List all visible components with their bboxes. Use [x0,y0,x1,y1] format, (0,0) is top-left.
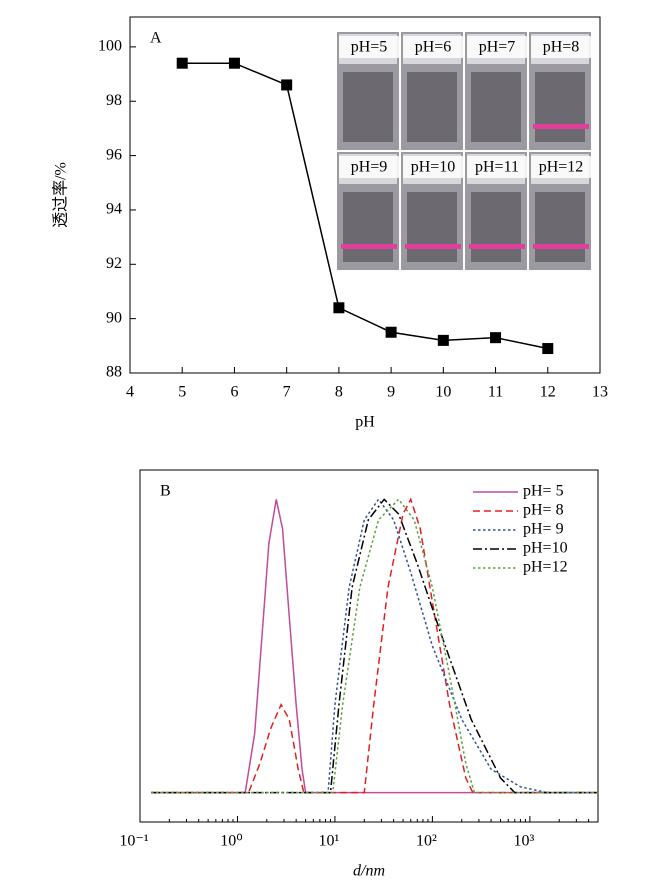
annotation: pH=6 [415,39,452,56]
annotation-bg [467,156,527,178]
pink-band [533,244,589,249]
plot-frame [139,469,599,823]
data-point [385,326,397,338]
pink-band [341,244,397,249]
data-point [490,332,502,344]
legend-label: pH= 9 [523,521,564,538]
annotation-bg [339,36,399,58]
y-tick-label: 88 [106,364,122,381]
vial-body [535,72,585,142]
pink-band [533,124,589,129]
annotation: pH=5 [351,39,388,56]
panel-label: A [150,30,162,47]
vial-body [471,192,521,262]
x-tick-label: 10⁰ [220,833,242,850]
plot-frame [129,16,601,374]
annotation: pH=8 [543,39,580,56]
y-tick-label: 94 [106,201,122,218]
x-tick-label: 10² [416,833,437,850]
data-line [151,498,598,794]
annotation: pH=7 [479,39,516,56]
x-tick-label: 10⁻¹ [119,833,148,850]
annotation-bg [467,36,527,58]
pink-band [405,244,461,249]
data-point [333,302,345,314]
panel-label: B [160,483,171,500]
x-axis-label: pH [355,414,375,431]
vial-body [343,192,393,262]
data-point [542,343,554,355]
vial-body [343,72,393,142]
annotation-bg [531,36,591,58]
vial-body [471,72,521,142]
y-tick-label: 98 [106,92,122,109]
x-axis-label: d/nm [353,863,385,880]
x-tick-label: 8 [335,384,343,401]
annotation: pH=12 [539,159,584,176]
legend-label: pH=10 [523,540,568,557]
x-tick-label: 6 [230,384,238,401]
legend-label: pH= 8 [523,502,564,519]
x-tick-label: 10³ [513,833,534,850]
x-tick-label: 4 [126,384,134,401]
y-axis-label: 透过率/% [52,162,70,228]
y-tick-label: 92 [106,255,122,272]
data-line [151,497,598,794]
vial-body [407,192,457,262]
data-point [228,57,240,69]
annotation: pH=10 [411,159,456,176]
x-tick-label: 13 [592,384,608,401]
x-tick-label: 11 [488,384,503,401]
data-line [151,498,598,794]
annotation: pH=11 [475,159,519,176]
vial-body [535,192,585,262]
y-tick-label: 96 [106,146,122,163]
annotation-bg [403,156,463,178]
annotation-bg [531,156,591,178]
data-line [151,499,598,794]
x-tick-label: 10¹ [319,833,340,850]
data-point [281,79,293,91]
data-point [176,57,188,69]
x-tick-label: 10 [435,384,451,401]
annotation-bg [339,156,399,178]
data-line [182,62,548,350]
annotation: pH=9 [351,159,388,176]
x-tick-label: 7 [283,384,291,401]
data-point [437,334,449,346]
vial-body [407,72,457,142]
legend-label: pH= 5 [523,483,564,500]
y-tick-label: 100 [98,38,122,55]
annotation-bg [403,36,463,58]
y-tick-label: 90 [106,309,122,326]
legend-label: pH=12 [523,559,568,576]
x-tick-label: 9 [387,384,395,401]
pink-band [469,244,525,249]
x-tick-label: 5 [178,384,186,401]
x-tick-label: 12 [540,384,556,401]
data-line [151,498,598,794]
